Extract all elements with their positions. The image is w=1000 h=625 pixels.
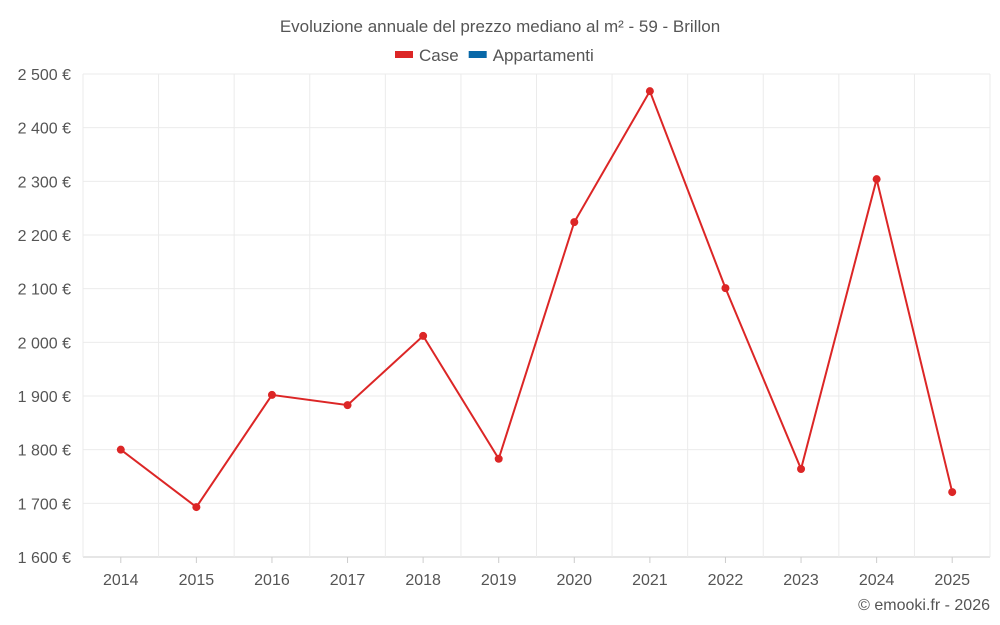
x-tick-label: 2015 [179, 572, 215, 589]
y-tick-label: 1 900 € [18, 389, 71, 406]
x-tick-label: 2014 [103, 572, 139, 589]
x-tick-label: 2020 [556, 572, 592, 589]
series-line-case [120, 88, 954, 509]
x-tick-label: 2024 [859, 572, 895, 589]
x-tick-label: 2019 [481, 572, 517, 589]
series [116, 87, 957, 512]
legend-swatch [395, 51, 413, 58]
data-point[interactable] [872, 175, 881, 184]
legend: Case Appartamenti [395, 46, 594, 65]
legend-label[interactable]: Appartamenti [493, 46, 594, 65]
x-tick-label: 2023 [783, 572, 819, 589]
x-tick-label: 2017 [330, 572, 366, 589]
y-tick-label: 2 200 € [18, 228, 71, 245]
y-tick-label: 2 400 € [18, 121, 71, 138]
y-tick-label: 2 300 € [18, 174, 71, 191]
chart-title: Evoluzione annuale del prezzo mediano al… [280, 17, 720, 36]
y-tick-label: 1 600 € [18, 550, 71, 567]
grid [82, 73, 991, 558]
x-tick-label: 2022 [708, 572, 744, 589]
data-point[interactable] [419, 331, 428, 340]
legend-swatch [468, 51, 487, 58]
data-point[interactable] [645, 87, 654, 96]
y-tick-label: 2 000 € [18, 335, 71, 352]
y-tick-label: 2 500 € [18, 67, 71, 84]
y-tick-label: 1 800 € [18, 443, 71, 460]
data-point[interactable] [494, 454, 503, 463]
data-point[interactable] [797, 464, 806, 473]
data-point[interactable] [948, 488, 957, 497]
data-point[interactable] [721, 284, 730, 293]
credit: © emooki.fr - 2026 [858, 597, 990, 614]
x-tick-label: 2025 [934, 572, 970, 589]
axes: 1 600 € 1 700 € 1 800 € 1 900 € 2 000 € 2 100… [18, 67, 970, 589]
legend-label[interactable]: Case [419, 46, 459, 65]
data-point[interactable] [192, 503, 201, 512]
data-point[interactable] [343, 401, 352, 410]
y-tick-label: 2 100 € [18, 282, 71, 299]
data-point[interactable] [570, 218, 579, 227]
x-tick-label: 2018 [405, 572, 441, 589]
x-tick-label: 2016 [254, 572, 290, 589]
data-point[interactable] [116, 445, 125, 454]
data-point[interactable] [267, 390, 276, 399]
y-tick-label: 1 700 € [18, 496, 71, 513]
x-tick-label: 2021 [632, 572, 668, 589]
